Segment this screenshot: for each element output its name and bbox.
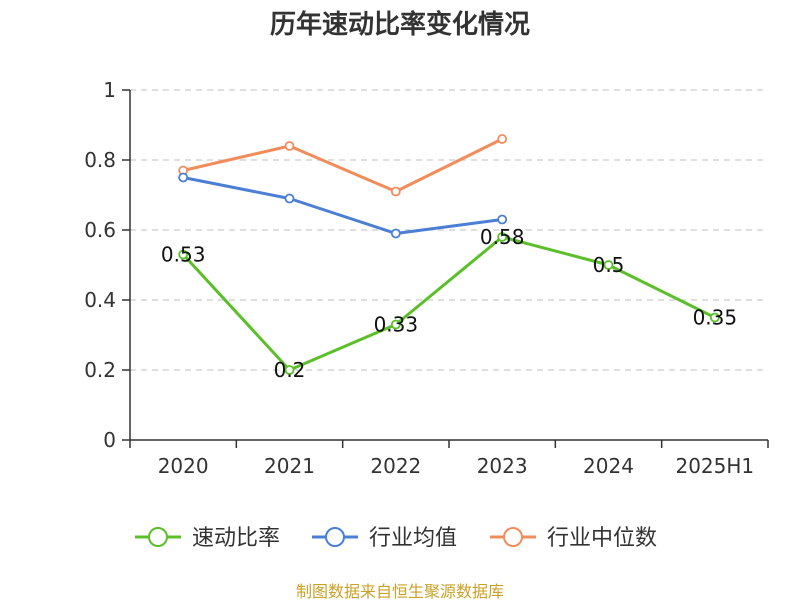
legend: 速动比率 行业均值 行业中位数 xyxy=(135,526,657,551)
x-tick-label: 2025H1 xyxy=(675,454,754,478)
data-point xyxy=(178,172,189,183)
y-tick-label: 0.6 xyxy=(84,218,116,242)
legend-marker xyxy=(148,527,168,547)
legend-label: 行业中位数 xyxy=(547,526,657,551)
y-tick-label: 0.2 xyxy=(84,358,116,382)
x-tick-label: 2021 xyxy=(264,454,315,478)
grid-lines xyxy=(130,89,768,371)
series-line xyxy=(182,176,503,235)
y-tick-label: 0.4 xyxy=(84,288,116,312)
data-point xyxy=(390,228,401,239)
data-point xyxy=(178,249,189,260)
data-point xyxy=(497,134,508,144)
source-note: 制图数据来自恒生聚源数据库 xyxy=(295,582,504,601)
data-labels: 0.53 0.2 0.33 0.58 0.5 0.35 xyxy=(161,225,737,382)
y-tick-label: 0 xyxy=(103,428,116,452)
data-label: 0.5 xyxy=(593,253,625,277)
data-point xyxy=(497,232,508,242)
y-tick-label: 1 xyxy=(103,78,116,102)
data-point xyxy=(603,260,614,270)
series-line xyxy=(182,235,716,372)
data-point xyxy=(390,186,401,197)
y-tick-label: 0.8 xyxy=(84,148,116,172)
data-label: 0.35 xyxy=(693,306,738,330)
data-label: 0.53 xyxy=(161,243,206,267)
x-tick-label: 2024 xyxy=(583,454,634,478)
chart-title: 历年速动比率变化情况 xyxy=(269,10,530,40)
data-point xyxy=(709,312,720,323)
x-tick-label: 2022 xyxy=(370,454,421,478)
x-tick-label: 2020 xyxy=(158,454,209,478)
legend-label: 速动比率 xyxy=(192,526,280,551)
series-line xyxy=(182,137,503,193)
data-label: 0.58 xyxy=(480,225,525,249)
data-point xyxy=(390,319,401,330)
legend-marker xyxy=(325,527,345,547)
data-label: 0.2 xyxy=(274,358,306,382)
data-point xyxy=(284,141,295,151)
data-point xyxy=(284,365,295,375)
axes: 0 0.2 0.4 0.6 0.8 1 2020 2021 2022 2023 2024 2025H1 xyxy=(84,78,769,478)
data-point xyxy=(497,214,508,225)
series-lines xyxy=(178,134,720,375)
legend-marker xyxy=(503,527,523,547)
data-label: 0.33 xyxy=(374,313,419,337)
data-point xyxy=(284,193,295,204)
legend-label: 行业均值 xyxy=(369,526,457,551)
x-tick-label: 2023 xyxy=(477,454,528,478)
